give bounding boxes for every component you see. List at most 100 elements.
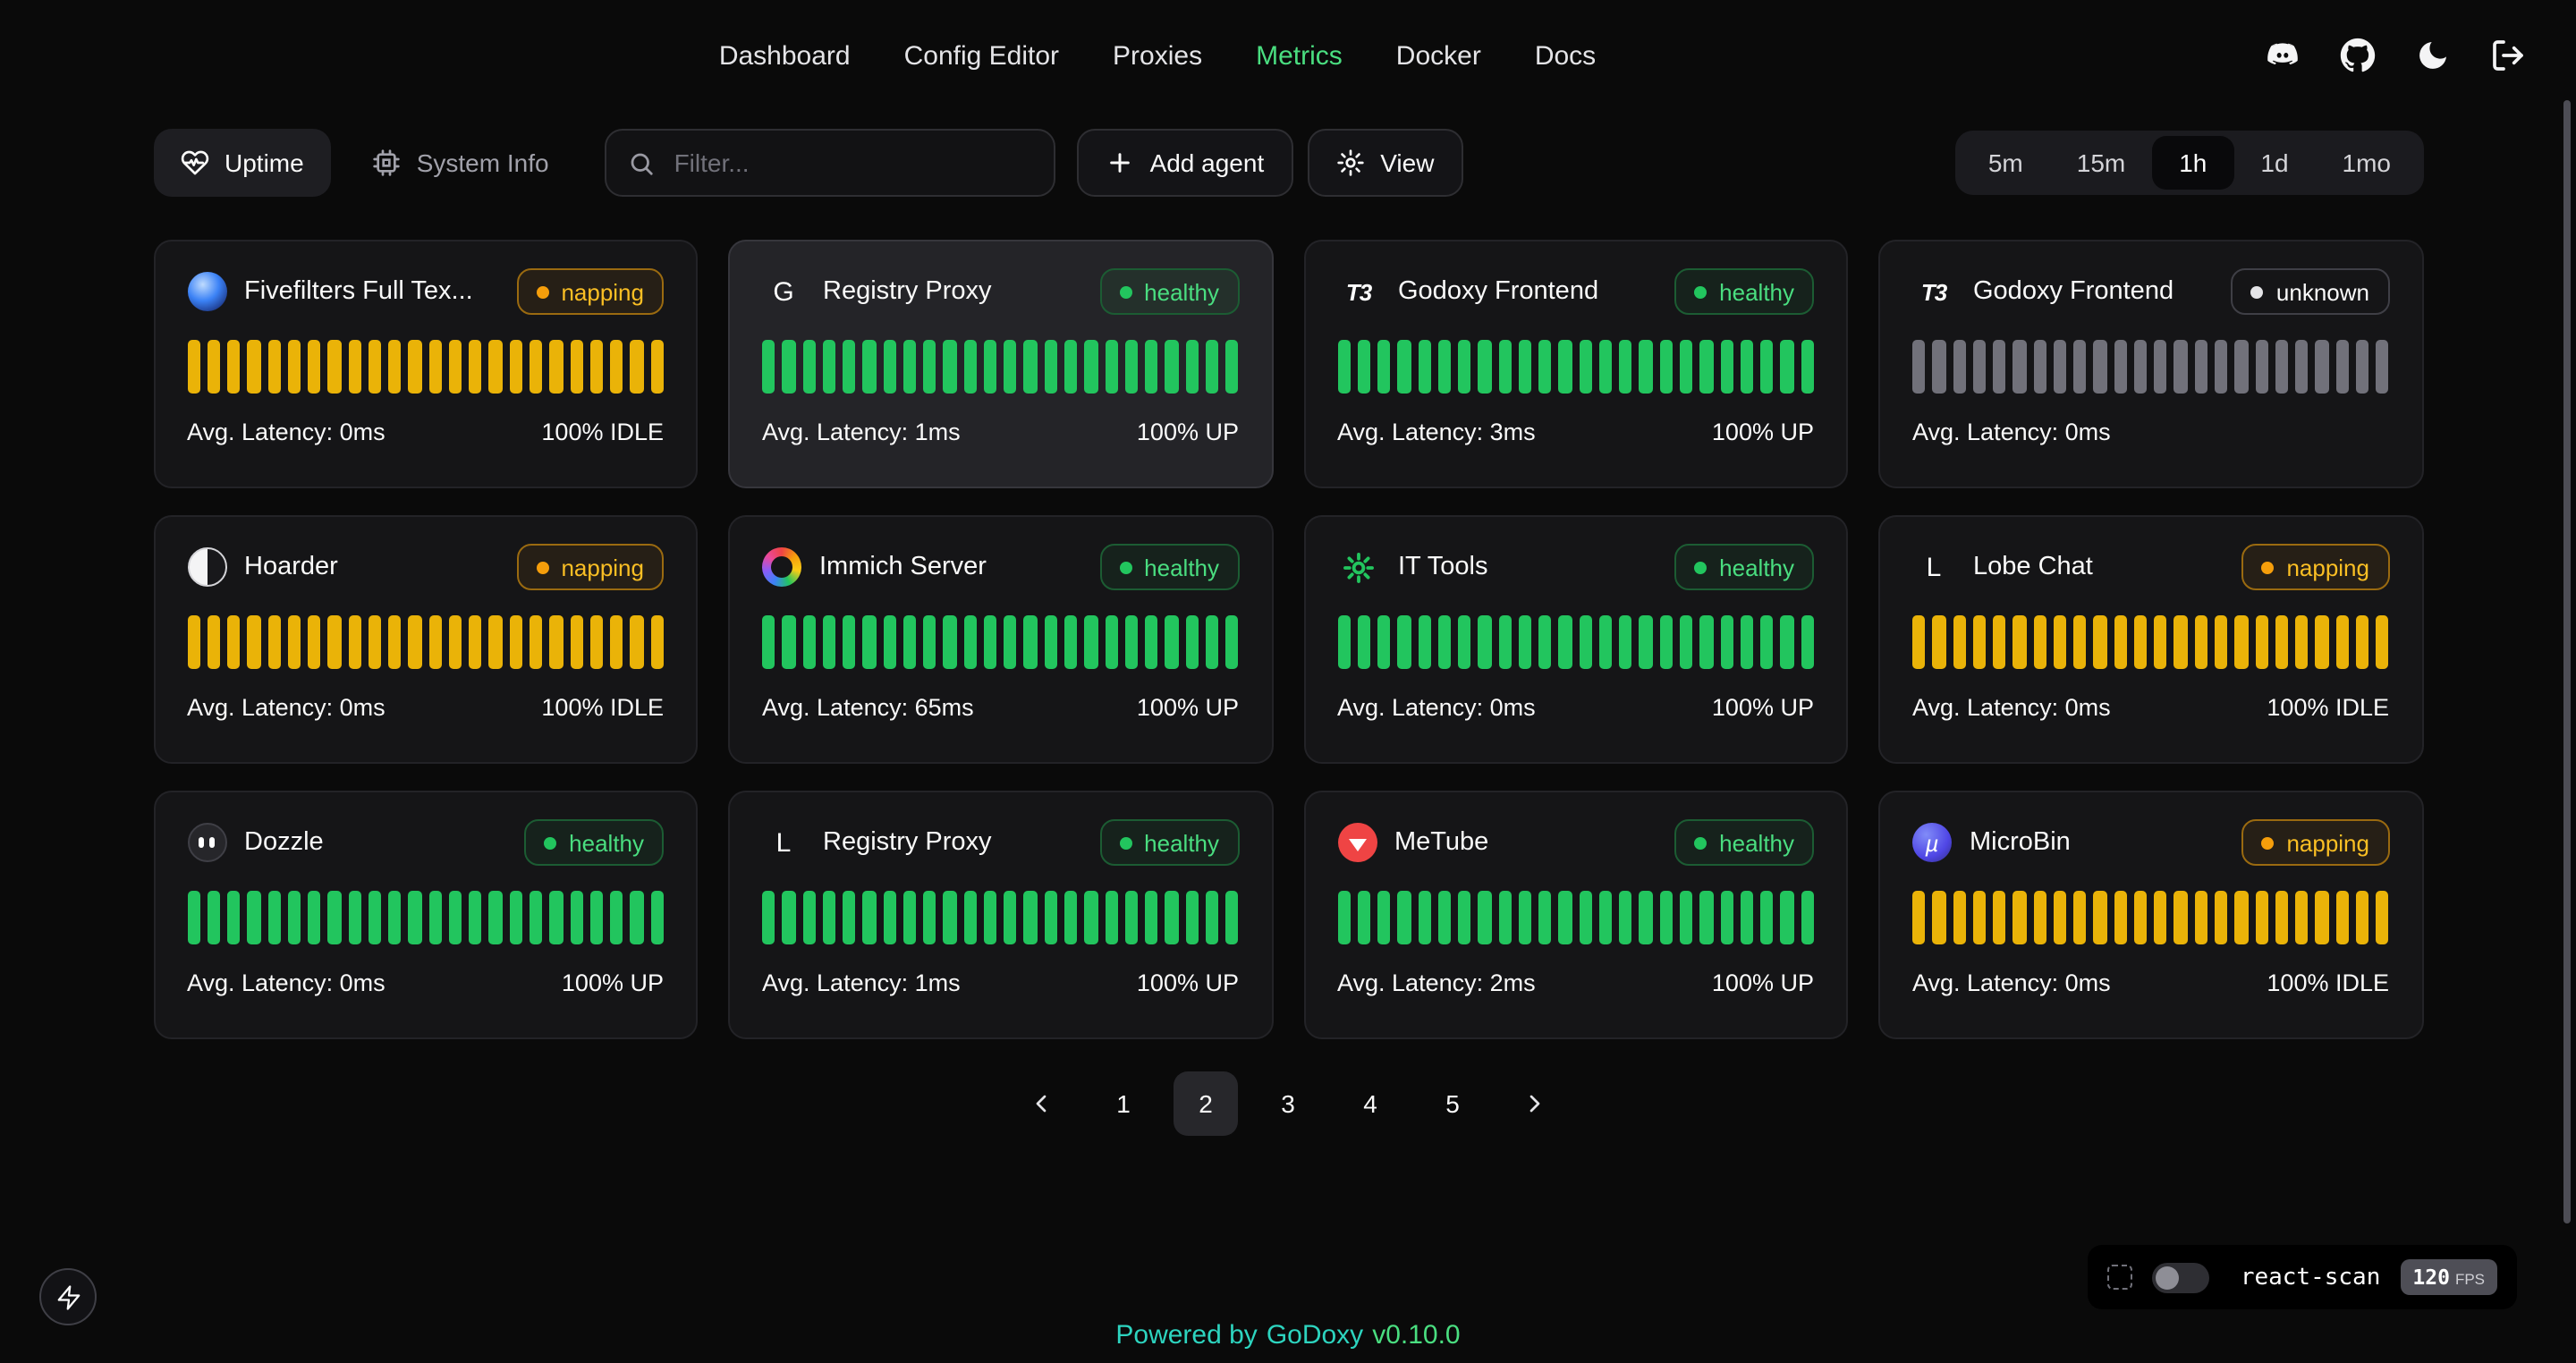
status-label: healthy xyxy=(1144,829,1219,856)
time-range-15m[interactable]: 15m xyxy=(2050,136,2152,190)
uptime-bar xyxy=(2355,891,2369,944)
uptime-bars xyxy=(187,615,664,669)
time-range-1d[interactable]: 1d xyxy=(2233,136,2315,190)
time-range-1h[interactable]: 1h xyxy=(2152,136,2234,190)
time-range-1mo[interactable]: 1mo xyxy=(2316,136,2418,190)
uptime-bar xyxy=(1659,615,1674,669)
uptime-bar xyxy=(287,340,301,394)
service-card[interactable]: T3 Godoxy Frontend healthy Avg. Latency: 3m… xyxy=(1303,240,1848,488)
filter-input[interactable] xyxy=(670,147,1032,179)
service-card[interactable]: MeTube healthy Avg. Latency: 2ms 100% UP xyxy=(1303,791,1848,1039)
uptime-bar xyxy=(570,615,583,669)
uptime-bar xyxy=(1598,340,1613,394)
nav-link-metrics[interactable]: Metrics xyxy=(1256,40,1343,71)
dark-mode-icon[interactable] xyxy=(2415,38,2451,73)
dozzle-icon xyxy=(187,823,226,862)
page-4[interactable]: 4 xyxy=(1338,1071,1402,1136)
service-card[interactable]: Fivefilters Full Tex... napping Avg. Laten… xyxy=(153,240,698,488)
uptime-bar xyxy=(408,615,422,669)
view-button[interactable]: View xyxy=(1307,129,1463,197)
discord-icon[interactable] xyxy=(2265,38,2301,73)
nav-link-proxies[interactable]: Proxies xyxy=(1113,40,1203,71)
quick-actions-button[interactable] xyxy=(39,1268,97,1325)
toolbar: Uptime System Info Add agent View xyxy=(153,129,2423,197)
metube-icon xyxy=(1337,823,1377,862)
uptime-bar xyxy=(650,340,664,394)
uptime-bar xyxy=(610,340,623,394)
nav-link-docker[interactable]: Docker xyxy=(1395,40,1481,71)
service-card[interactable]: L Lobe Chat napping Avg. Latency: 0ms 100% I… xyxy=(1878,515,2423,764)
status-dot xyxy=(536,285,549,298)
uptime-bar xyxy=(1205,615,1219,669)
footer: Powered by GoDoxy v0.10.0 xyxy=(0,1320,2576,1350)
card-header: L Registry Proxy healthy xyxy=(762,819,1239,866)
uptime-bar xyxy=(983,891,997,944)
uptime-tab[interactable]: Uptime xyxy=(153,129,331,197)
service-card[interactable]: Dozzle healthy Avg. Latency: 0ms 100% UP xyxy=(153,791,698,1039)
uptime-bar xyxy=(267,891,281,944)
card-header: Fivefilters Full Tex... napping xyxy=(187,268,664,315)
status-dot xyxy=(536,561,549,573)
uptime-bar xyxy=(883,891,896,944)
service-name: Registry Proxy xyxy=(823,277,992,306)
service-card[interactable]: µ MicroBin napping Avg. Latency: 0ms 100% ID… xyxy=(1878,791,2423,1039)
service-card[interactable]: Hoarder napping Avg. Latency: 0ms 100% IDLE xyxy=(153,515,698,764)
uptime-bar xyxy=(2214,615,2228,669)
uptime-bar xyxy=(1225,891,1239,944)
uptime-bar xyxy=(1337,891,1351,944)
uptime-bar xyxy=(1105,615,1118,669)
nav-link-docs[interactable]: Docs xyxy=(1534,40,1597,71)
nav-link-config-editor[interactable]: Config Editor xyxy=(903,40,1060,71)
uptime-bar xyxy=(247,340,261,394)
page-prev-button[interactable] xyxy=(1009,1071,1073,1136)
uptime-bar xyxy=(1185,891,1199,944)
uptime-bar xyxy=(448,340,462,394)
system-info-tab[interactable]: System Info xyxy=(345,129,576,197)
service-card[interactable]: T3 Godoxy Frontend unknown Avg. Latency: 0m… xyxy=(1878,240,2423,488)
page-next-button[interactable] xyxy=(1503,1071,1567,1136)
uptime-bar xyxy=(1639,891,1653,944)
time-range-5m[interactable]: 5m xyxy=(1962,136,2050,190)
status-dot xyxy=(2261,561,2275,573)
status-badge: napping xyxy=(2241,819,2389,866)
it-tools-icon xyxy=(1337,546,1380,588)
service-name: Godoxy Frontend xyxy=(1398,277,1599,306)
uptime-bar xyxy=(1639,340,1653,394)
github-icon[interactable] xyxy=(2340,38,2376,73)
uptime-bar xyxy=(1579,891,1592,944)
uptime-bar xyxy=(348,615,361,669)
add-agent-button[interactable]: Add agent xyxy=(1076,129,1293,197)
status-label: unknown xyxy=(2275,278,2369,305)
service-card[interactable]: IT Tools healthy Avg. Latency: 0ms 100% UP xyxy=(1303,515,1848,764)
uptime-bar xyxy=(327,615,342,669)
page-2[interactable]: 2 xyxy=(1174,1071,1238,1136)
uptime-bar xyxy=(1760,615,1774,669)
uptime-bar xyxy=(2114,615,2127,669)
uptime-bar xyxy=(1932,891,1946,944)
inspect-icon[interactable] xyxy=(2107,1265,2133,1290)
scrollbar-thumb[interactable] xyxy=(2563,100,2571,1223)
godoxy-link[interactable]: GoDoxy xyxy=(1266,1320,1364,1350)
react-scan-toggle[interactable] xyxy=(2152,1262,2210,1292)
page-3[interactable]: 3 xyxy=(1256,1071,1320,1136)
page-5[interactable]: 5 xyxy=(1420,1071,1485,1136)
service-name: MeTube xyxy=(1394,828,1489,857)
service-card[interactable]: L Registry Proxy healthy Avg. Latency: 1ms 1… xyxy=(728,791,1273,1039)
uptime-bar xyxy=(1205,891,1219,944)
lightning-icon xyxy=(55,1283,81,1310)
react-scan-widget: react-scan 120 FPS xyxy=(2088,1245,2517,1309)
uptime-bar xyxy=(2093,615,2107,669)
uptime-bar xyxy=(782,891,796,944)
logout-icon[interactable] xyxy=(2490,38,2526,73)
uptime-bar xyxy=(923,615,936,669)
uptime-bar xyxy=(822,891,836,944)
uptime-bar xyxy=(227,615,241,669)
page-1[interactable]: 1 xyxy=(1091,1071,1156,1136)
service-card[interactable]: Immich Server healthy Avg. Latency: 65ms 10… xyxy=(728,515,1273,764)
uptime-bar xyxy=(902,340,917,394)
uptime-percent: 100% IDLE xyxy=(2267,694,2389,721)
card-header: Hoarder napping xyxy=(187,544,664,590)
nav-link-dashboard[interactable]: Dashboard xyxy=(718,40,851,71)
uptime-bar xyxy=(227,891,241,944)
service-card[interactable]: G Registry Proxy healthy Avg. Latency: 1ms 1… xyxy=(728,240,1273,488)
